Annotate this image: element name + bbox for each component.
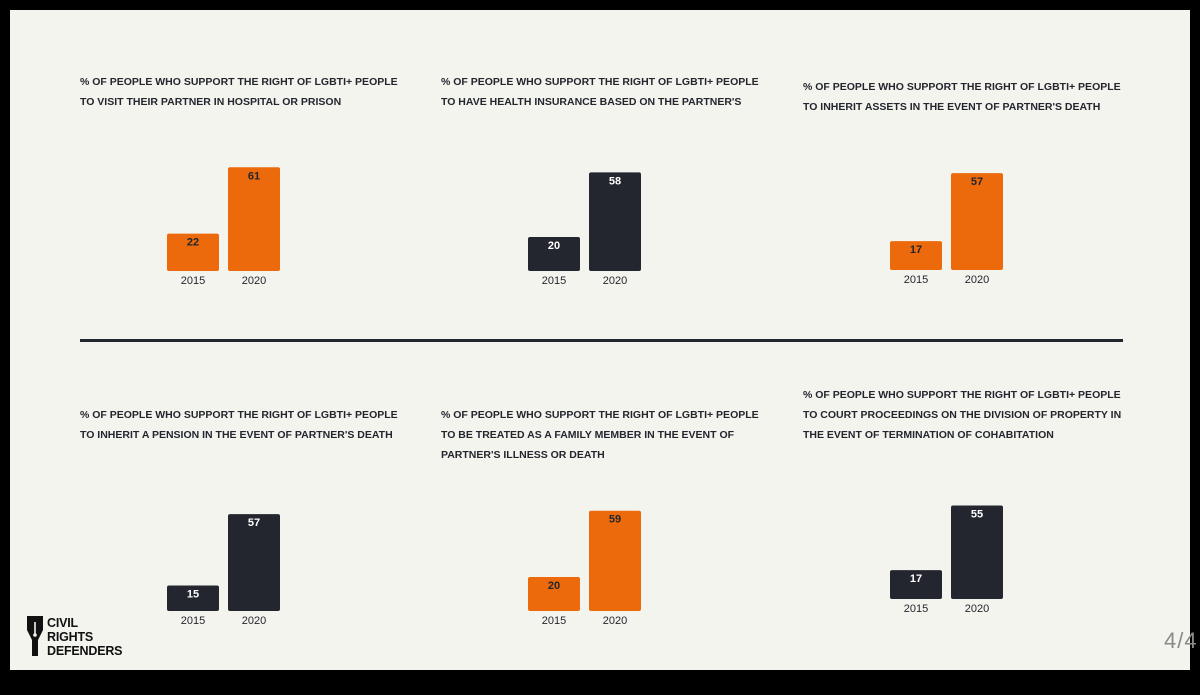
logo-line: DEFENDERS: [47, 644, 123, 658]
chart-svg: 20 2015 58 2020: [528, 172, 641, 287]
bar-2015: [167, 233, 219, 271]
chart-title: % OF PEOPLE WHO SUPPORT THE RIGHT OF LGB…: [803, 81, 1121, 113]
x-tick-label: 2015: [542, 275, 566, 287]
bar-2015: [528, 237, 580, 271]
chart-title: % OF PEOPLE WHO SUPPORT THE RIGHT OF LGB…: [80, 409, 398, 441]
chart-panel-health-insurance: 20 2015 58 2020 % OF PEOPLE WHO SUPPORT THE…: [441, 72, 771, 292]
x-tick-label: 2015: [542, 615, 566, 627]
bar-2015: [890, 241, 942, 270]
chart-svg: 15 2015 57 2020: [167, 514, 280, 627]
x-tick-label: 2015: [904, 274, 928, 286]
section-divider: [80, 339, 1123, 342]
bar-value-label: 22: [187, 237, 199, 249]
chart-panel-visit-partner: 22 2015 61 2020 % OF PEOPLE WHO SUPPORT THE…: [80, 72, 410, 292]
chart-svg: 22 2015 61 2020: [167, 167, 280, 287]
bar-value-label: 57: [248, 517, 260, 529]
bar-value-label: 15: [187, 589, 199, 601]
slide: 22 2015 61 2020 % OF PEOPLE WHO SUPPORT THE…: [10, 10, 1190, 670]
bar-value-label: 58: [609, 175, 621, 187]
chart-panel-family-member: 20 2015 59 2020 % OF PEOPLE WHO SUPPORT THE…: [441, 405, 771, 627]
bar-value-label: 20: [548, 580, 560, 592]
chart-panel-inherit-assets: 17 2015 57 2020 % OF PEOPLE WHO SUPPORT THE…: [803, 77, 1133, 297]
bar-2020: [951, 173, 1003, 270]
logo-wordmark: CIVIL RIGHTS DEFENDERS: [47, 616, 122, 658]
bar-2020: [228, 167, 280, 271]
bar-2015: [167, 585, 219, 611]
logo-line: CIVIL: [47, 616, 78, 630]
x-tick-label: 2020: [603, 615, 627, 627]
logo-line: RIGHTS: [47, 630, 94, 644]
chart-panel-property-division: 17 2015 55 2020 % OF PEOPLE WHO SUPPORT THE…: [803, 385, 1133, 615]
x-tick-label: 2015: [181, 275, 205, 287]
chart-svg: 17 2015 55 2020: [890, 505, 1003, 615]
x-tick-label: 2020: [242, 615, 266, 627]
civil-rights-defenders-logo: CIVIL RIGHTS DEFENDERS: [26, 616, 176, 660]
x-tick-label: 2020: [242, 275, 266, 287]
chart-svg: 20 2015 59 2020: [528, 510, 641, 627]
x-tick-label: 2020: [603, 275, 627, 287]
bar-value-label: 59: [609, 514, 621, 526]
bar-2020: [228, 514, 280, 611]
bar-value-label: 17: [910, 244, 922, 256]
chart-svg: 17 2015 57 2020: [890, 173, 1003, 286]
bar-2015: [528, 577, 580, 611]
bar-value-label: 61: [248, 170, 260, 182]
x-tick-label: 2020: [965, 603, 989, 615]
bar-value-label: 55: [971, 509, 983, 521]
bar-2015: [890, 570, 942, 599]
chart-title: % OF PEOPLE WHO SUPPORT THE RIGHT OF LGB…: [441, 76, 759, 108]
x-tick-label: 2015: [904, 603, 928, 615]
pen-nib-icon: [27, 616, 43, 656]
bar-2020: [951, 505, 1003, 599]
page-indicator: 4/4: [1164, 628, 1198, 653]
chart-panel-inherit-pension: 15 2015 57 2020 % OF PEOPLE WHO SUPPORT THE…: [80, 405, 410, 627]
x-tick-label: 2020: [965, 274, 989, 286]
bar-2020: [589, 172, 641, 271]
bar-value-label: 20: [548, 240, 560, 252]
chart-title: % OF PEOPLE WHO SUPPORT THE RIGHT OF LGB…: [803, 389, 1122, 441]
chart-title: % OF PEOPLE WHO SUPPORT THE RIGHT OF LGB…: [441, 409, 759, 461]
bar-value-label: 57: [971, 176, 983, 188]
x-tick-label: 2015: [181, 615, 205, 627]
bar-2020: [589, 510, 641, 611]
chart-title: % OF PEOPLE WHO SUPPORT THE RIGHT OF LGB…: [80, 76, 398, 108]
bar-value-label: 17: [910, 573, 922, 585]
